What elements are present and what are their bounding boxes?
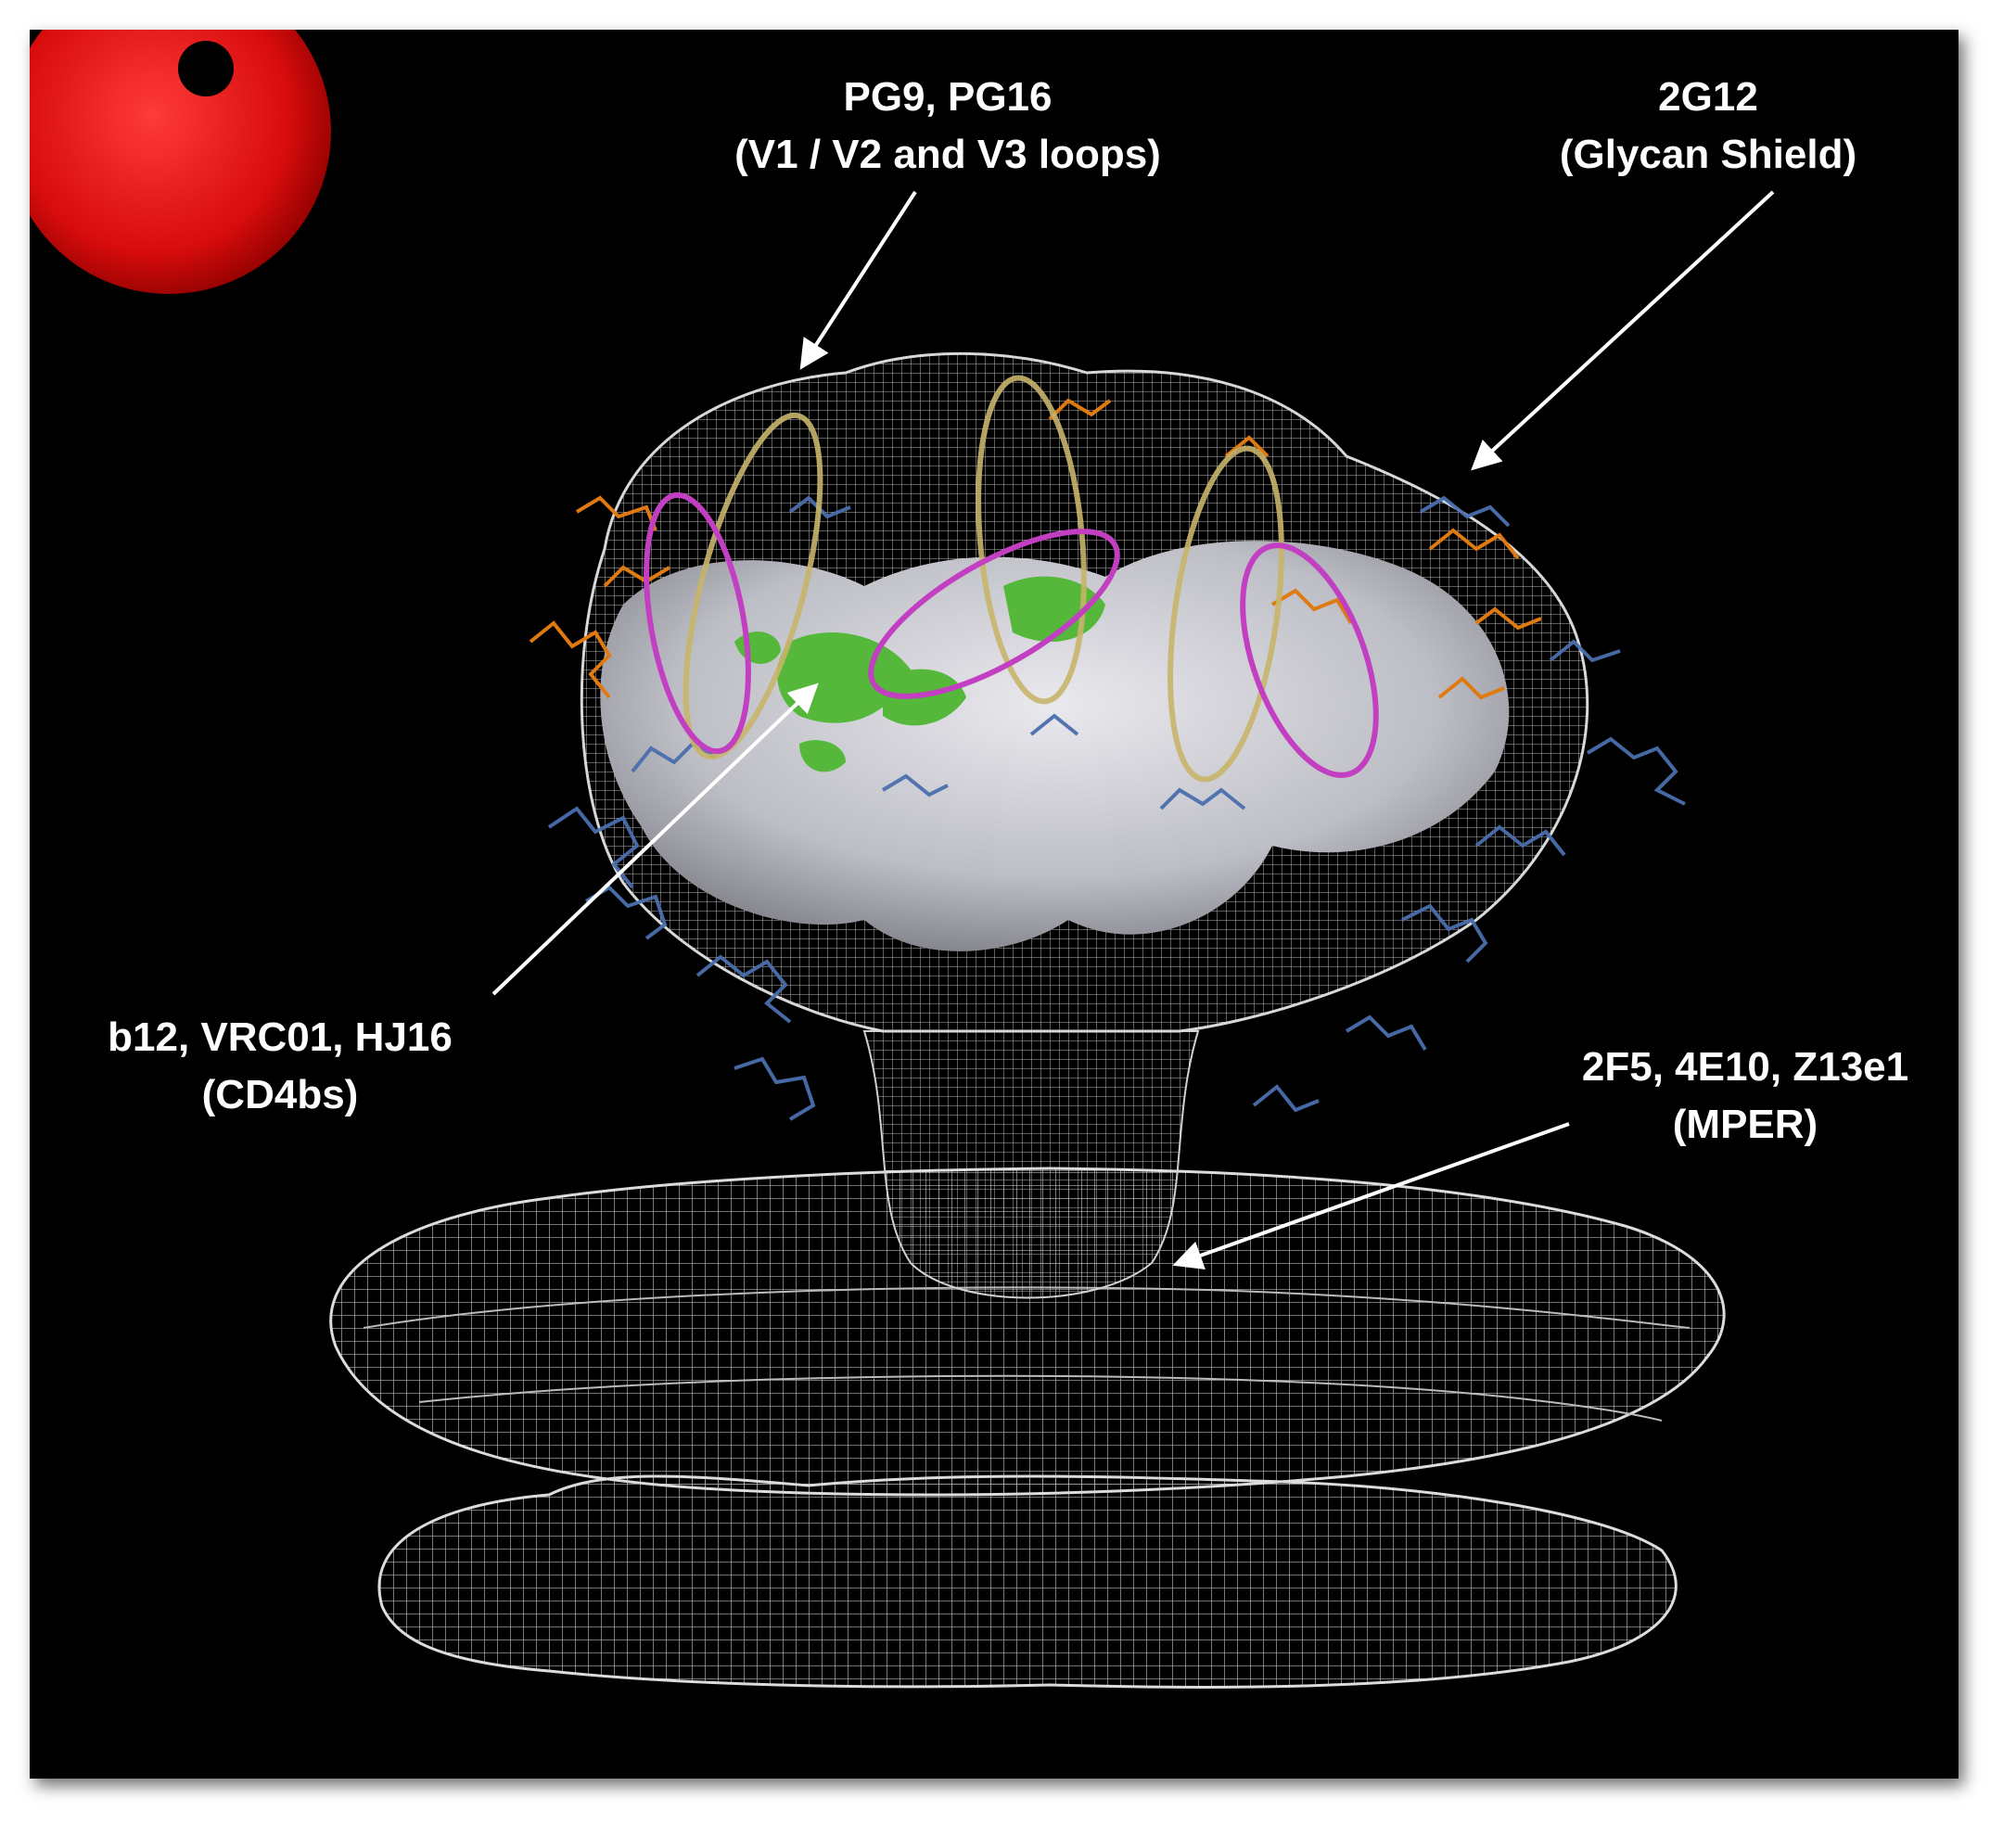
- label-pg9-pg16: PG9, PG16 (V1 / V2 and V3 loops): [642, 69, 1254, 184]
- glycan-orange-cluster: [529, 398, 1542, 700]
- label-mper-line1: 2F5, 4E10, Z13e1: [1581, 1044, 1909, 1090]
- membrane-mesh: [329, 1167, 1726, 1689]
- v1v2-v3-loop-rings: [644, 375, 1379, 783]
- stalk-mesh: [862, 1030, 1200, 1299]
- label-2g12-line1: 2G12: [1658, 74, 1758, 120]
- red-protein-sphere: [30, 30, 331, 294]
- label-2g12: 2G12 (Glycan Shield): [1513, 69, 1903, 184]
- figure-frame: PG9, PG16 (V1 / V2 and V3 loops) 2G12 (G…: [30, 30, 1959, 1779]
- arrow-cd4bs: [491, 682, 819, 996]
- arrow-2g12: [1471, 190, 1775, 471]
- label-cd4bs-line2: (CD4bs): [201, 1072, 359, 1117]
- label-2g12-line2: (Glycan Shield): [1559, 132, 1857, 177]
- arrow-mper: [1172, 1122, 1570, 1269]
- label-mper-line2: (MPER): [1672, 1102, 1818, 1147]
- label-mper: 2F5, 4E10, Z13e1 (MPER): [1550, 1039, 1940, 1154]
- label-pg9-line2: (V1 / V2 and V3 loops): [734, 132, 1161, 177]
- label-pg9-line1: PG9, PG16: [843, 74, 1053, 120]
- annotation-arrows: [491, 190, 1775, 1269]
- arrow-pg9: [799, 190, 917, 370]
- envelope-spike-illustration: [30, 30, 1775, 1689]
- glycan-blue-cluster: [547, 495, 1686, 1121]
- label-cd4bs-line1: b12, VRC01, HJ16: [108, 1014, 453, 1060]
- label-cd4bs: b12, VRC01, HJ16 (CD4bs): [48, 1009, 512, 1124]
